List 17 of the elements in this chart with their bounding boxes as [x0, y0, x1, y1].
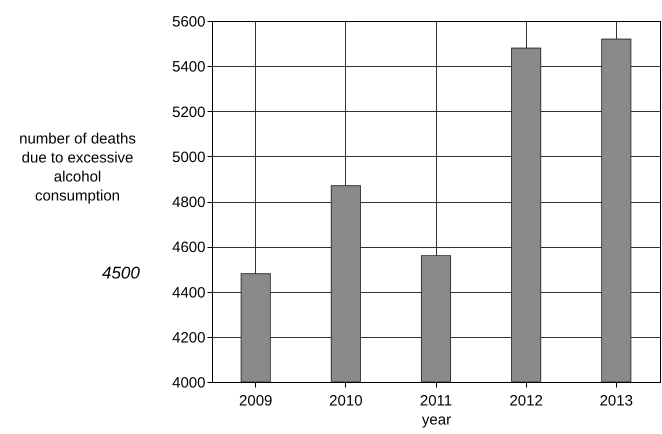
y-axis-title: number of deaths due to excessive alcohol consumption	[19, 130, 136, 204]
y-tick-label: 4400	[172, 284, 206, 302]
x-tick-label: 2012	[509, 392, 543, 410]
x-tick-label: 2010	[329, 392, 363, 410]
y-tick-label: 4800	[172, 194, 206, 211]
y-tick-label: 4600	[172, 239, 206, 256]
y-tick-label: 5000	[172, 148, 206, 166]
x-axis-title: year	[422, 412, 452, 428]
y-tick-label: 5400	[172, 58, 206, 76]
y-tick-label: 5600	[172, 14, 206, 30]
x-tick-label: 2009	[239, 392, 272, 410]
x-tick-label: 2013	[600, 392, 633, 410]
text: 4500	[102, 264, 140, 283]
x-tick-label: 2011	[420, 392, 452, 410]
y-tick-label: 5200	[172, 104, 206, 121]
y-tick-label: 4000	[172, 374, 206, 392]
y-tick-label: 4200	[172, 329, 206, 346]
